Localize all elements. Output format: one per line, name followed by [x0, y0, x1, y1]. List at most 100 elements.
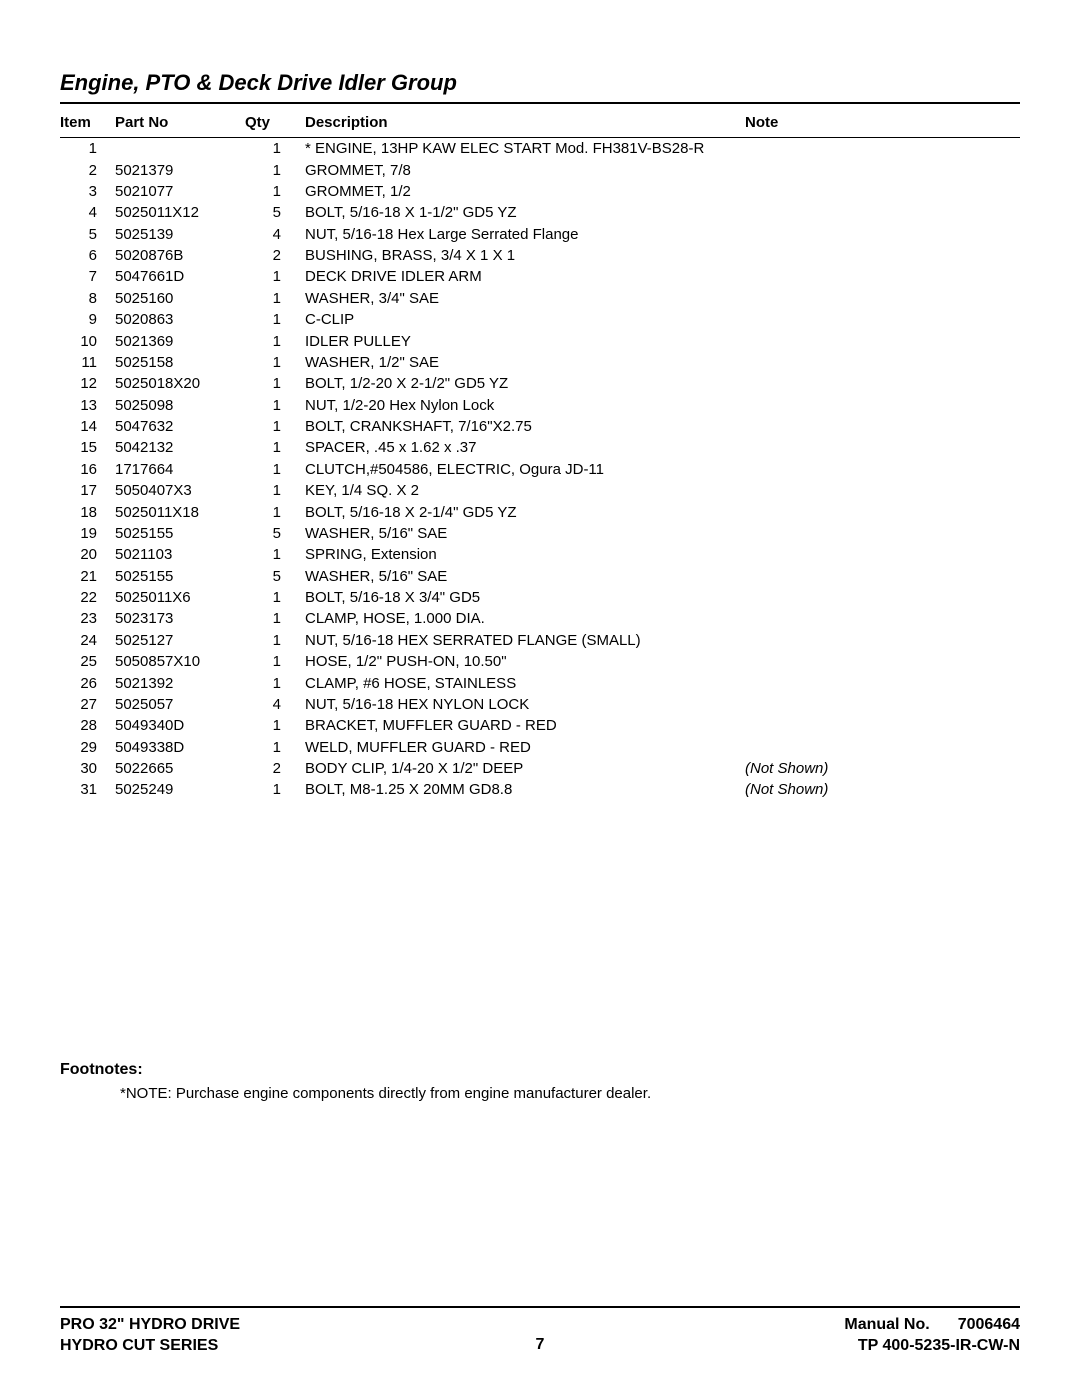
cell-part-no: 5049340D	[115, 715, 245, 736]
table-row: 2350231731CLAMP, HOSE, 1.000 DIA.	[60, 608, 1020, 629]
cell-description: SPACER, .45 x 1.62 x .37	[305, 437, 745, 458]
cell-qty: 1	[245, 779, 305, 800]
cell-qty: 1	[245, 459, 305, 480]
cell-qty: 1	[245, 395, 305, 416]
cell-item: 25	[60, 651, 115, 672]
header-item: Item	[60, 108, 115, 138]
table-row: 950208631C-CLIP	[60, 309, 1020, 330]
cell-part-no: 5021077	[115, 181, 245, 202]
table-row: 1550421321SPACER, .45 x 1.62 x .37	[60, 437, 1020, 458]
cell-description: GROMMET, 1/2	[305, 181, 745, 202]
cell-item: 24	[60, 630, 115, 651]
cell-description: BOLT, 1/2-20 X 2-1/2" GD5 YZ	[305, 373, 745, 394]
table-row: 11* ENGINE, 13HP KAW ELEC START Mod. FH3…	[60, 138, 1020, 160]
cell-note	[745, 672, 1020, 693]
cell-qty: 4	[245, 224, 305, 245]
cell-qty: 1	[245, 159, 305, 180]
cell-part-no: 5047661D	[115, 266, 245, 287]
table-row: 250213791GROMMET, 7/8	[60, 159, 1020, 180]
cell-item: 16	[60, 459, 115, 480]
header-note: Note	[745, 108, 1020, 138]
table-row: 550251394NUT, 5/16-18 Hex Large Serrated…	[60, 224, 1020, 245]
cell-description: BOLT, 5/16-18 X 3/4" GD5	[305, 587, 745, 608]
page: Engine, PTO & Deck Drive Idler Group Ite…	[0, 0, 1080, 1397]
cell-qty: 1	[245, 630, 305, 651]
table-row: 175050407X31KEY, 1/4 SQ. X 2	[60, 480, 1020, 501]
cell-part-no: 1717664	[115, 459, 245, 480]
cell-description: BOLT, M8-1.25 X 20MM GD8.8	[305, 779, 745, 800]
cell-description: CLUTCH,#504586, ELECTRIC, Ogura JD-11	[305, 459, 745, 480]
cell-part-no: 5022665	[115, 758, 245, 779]
cell-description: IDLER PULLEY	[305, 330, 745, 351]
cell-qty: 5	[245, 523, 305, 544]
cell-item: 31	[60, 779, 115, 800]
cell-qty: 1	[245, 416, 305, 437]
cell-qty: 1	[245, 737, 305, 758]
table-row: 3050226652BODY CLIP, 1/4-20 X 1/2" DEEP(…	[60, 758, 1020, 779]
cell-description: BRACKET, MUFFLER GUARD - RED	[305, 715, 745, 736]
cell-qty: 4	[245, 694, 305, 715]
cell-part-no: 5050407X3	[115, 480, 245, 501]
cell-part-no: 5020876B	[115, 245, 245, 266]
table-row: 2650213921CLAMP, #6 HOSE, STAINLESS	[60, 672, 1020, 693]
table-row: 3150252491BOLT, M8-1.25 X 20MM GD8.8(Not…	[60, 779, 1020, 800]
cell-item: 5	[60, 224, 115, 245]
cell-item: 17	[60, 480, 115, 501]
cell-description: WASHER, 5/16" SAE	[305, 523, 745, 544]
section-title: Engine, PTO & Deck Drive Idler Group	[60, 70, 1020, 104]
cell-qty: 1	[245, 266, 305, 287]
cell-part-no: 5025127	[115, 630, 245, 651]
cell-item: 4	[60, 202, 115, 223]
cell-note	[745, 694, 1020, 715]
cell-note	[745, 651, 1020, 672]
page-footer: PRO 32" HYDRO DRIVE Manual No.7006464 HY…	[60, 1306, 1020, 1357]
cell-item: 30	[60, 758, 115, 779]
table-row: 1450476321BOLT, CRANKSHAFT, 7/16"X2.75	[60, 416, 1020, 437]
table-row: 2150251555WASHER, 5/16" SAE	[60, 566, 1020, 587]
table-row: 285049340D1BRACKET, MUFFLER GUARD - RED	[60, 715, 1020, 736]
cell-note	[745, 395, 1020, 416]
cell-qty: 1	[245, 608, 305, 629]
cell-part-no: 5023173	[115, 608, 245, 629]
cell-part-no: 5025098	[115, 395, 245, 416]
manual-no-label: Manual No.	[844, 1316, 929, 1333]
cell-part-no: 5025011X6	[115, 587, 245, 608]
cell-description: NUT, 5/16-18 Hex Large Serrated Flange	[305, 224, 745, 245]
cell-description: KEY, 1/4 SQ. X 2	[305, 480, 745, 501]
table-row: 295049338D1WELD, MUFFLER GUARD - RED	[60, 737, 1020, 758]
cell-item: 21	[60, 566, 115, 587]
cell-note	[745, 715, 1020, 736]
cell-item: 18	[60, 501, 115, 522]
cell-item: 29	[60, 737, 115, 758]
cell-item: 11	[60, 352, 115, 373]
cell-note	[745, 737, 1020, 758]
cell-qty: 1	[245, 651, 305, 672]
cell-note	[745, 501, 1020, 522]
table-row: 1050213691IDLER PULLEY	[60, 330, 1020, 351]
cell-part-no: 5021369	[115, 330, 245, 351]
cell-item: 26	[60, 672, 115, 693]
cell-qty: 1	[245, 373, 305, 394]
manual-no-value: 7006464	[958, 1316, 1020, 1333]
cell-note	[745, 480, 1020, 501]
footnotes-label: Footnotes:	[60, 1061, 1020, 1079]
cell-part-no: 5025018X20	[115, 373, 245, 394]
cell-qty: 5	[245, 202, 305, 223]
cell-description: NUT, 1/2-20 Hex Nylon Lock	[305, 395, 745, 416]
cell-description: C-CLIP	[305, 309, 745, 330]
cell-item: 23	[60, 608, 115, 629]
cell-note	[745, 459, 1020, 480]
cell-part-no: 5025139	[115, 224, 245, 245]
page-number: 7	[60, 1336, 1020, 1354]
table-row: 850251601WASHER, 3/4" SAE	[60, 288, 1020, 309]
table-row: 1150251581WASHER, 1/2" SAE	[60, 352, 1020, 373]
footnote-line: *NOTE: Purchase engine components direct…	[60, 1085, 1020, 1102]
table-row: 185025011X181BOLT, 5/16-18 X 2-1/4" GD5 …	[60, 501, 1020, 522]
cell-note	[745, 309, 1020, 330]
cell-note: (Not Shown)	[745, 779, 1020, 800]
table-row: 2450251271NUT, 5/16-18 HEX SERRATED FLAN…	[60, 630, 1020, 651]
table-row: 125025018X201BOLT, 1/2-20 X 2-1/2" GD5 Y…	[60, 373, 1020, 394]
cell-description: WELD, MUFFLER GUARD - RED	[305, 737, 745, 758]
cell-part-no: 5025160	[115, 288, 245, 309]
cell-note	[745, 181, 1020, 202]
